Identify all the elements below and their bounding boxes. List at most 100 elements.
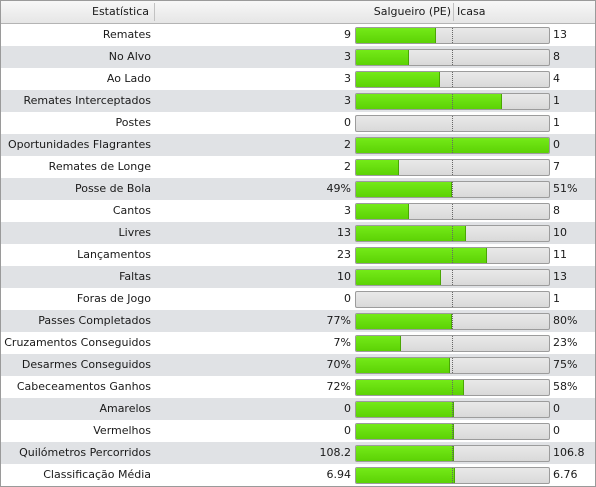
home-share-fill: [356, 380, 464, 395]
home-share-fill: [356, 336, 402, 351]
comparison-bar: [355, 269, 550, 286]
comparison-bar: [355, 423, 550, 440]
stat-label: Foras de Jogo: [76, 292, 151, 305]
away-value: 7: [553, 160, 560, 173]
stat-label: Remates: [102, 28, 151, 41]
column-header-away[interactable]: Icasa: [457, 5, 486, 18]
midpoint-marker: [452, 270, 453, 285]
home-value: 2: [344, 160, 351, 173]
away-value: 23%: [553, 336, 578, 349]
midpoint-marker: [452, 336, 453, 351]
away-value: 58%: [553, 380, 578, 393]
away-value: 0: [553, 424, 560, 437]
stat-label: Oportunidades Flagrantes: [7, 138, 151, 151]
home-share-fill: [356, 248, 488, 263]
home-share-fill: [356, 72, 440, 87]
table-row: Remates 9 13: [1, 24, 595, 46]
home-value: 7%: [333, 336, 351, 349]
comparison-bar: [355, 159, 550, 176]
midpoint-marker: [452, 72, 453, 87]
home-share-fill: [356, 358, 451, 373]
away-value: 80%: [553, 314, 578, 327]
table-row: Classificação Média 6.94 6.76: [1, 464, 595, 486]
away-value: 51%: [553, 182, 578, 195]
away-value: 75%: [553, 358, 578, 371]
home-value: 70%: [326, 358, 351, 371]
stat-label: Lançamentos: [77, 248, 151, 261]
home-value: 108.2: [319, 446, 352, 459]
away-value: 10: [553, 226, 567, 239]
table-row: Faltas 10 13: [1, 266, 595, 288]
comparison-bar: [355, 357, 550, 374]
home-share-fill: [356, 28, 437, 43]
comparison-bar: [355, 49, 550, 66]
table-row: Postes 0 1: [1, 112, 595, 134]
comparison-bar: [355, 247, 550, 264]
table-row: Lançamentos 23 11: [1, 244, 595, 266]
home-share-fill: [356, 468, 455, 483]
stat-label: Passes Completados: [38, 314, 151, 327]
table-row: Cabeceamentos Ganhos 72% 58%: [1, 376, 595, 398]
home-value: 3: [344, 204, 351, 217]
column-header-stat[interactable]: Estatística: [92, 5, 149, 18]
column-separator[interactable]: [453, 3, 454, 21]
home-value: 0: [344, 116, 351, 129]
away-value: 1: [553, 94, 560, 107]
away-value: 0: [553, 402, 560, 415]
table-header: Estatística Salgueiro (PE) Icasa: [1, 1, 595, 24]
stat-label: Ao Lado: [106, 72, 151, 85]
stat-label: Remates Interceptados: [23, 94, 151, 107]
table-row: Foras de Jogo 0 1: [1, 288, 595, 310]
home-share-fill: [356, 226, 467, 241]
table-row: No Alvo 3 8: [1, 46, 595, 68]
home-value: 72%: [326, 380, 351, 393]
home-value: 3: [344, 94, 351, 107]
table-row: Vermelhos 0 0: [1, 420, 595, 442]
midpoint-marker: [452, 28, 453, 43]
away-value: 0: [553, 138, 560, 151]
table-row: Cantos 3 8: [1, 200, 595, 222]
away-value: 6.76: [553, 468, 578, 481]
midpoint-marker: [452, 226, 453, 241]
comparison-bar: [355, 203, 550, 220]
midpoint-marker: [452, 138, 453, 153]
comparison-bar: [355, 181, 550, 198]
home-value: 0: [344, 292, 351, 305]
midpoint-marker: [452, 446, 453, 461]
midpoint-marker: [452, 50, 453, 65]
stat-label: No Alvo: [108, 50, 151, 63]
midpoint-marker: [452, 248, 453, 263]
midpoint-marker: [452, 314, 453, 329]
table-row: Remates de Longe 2 7: [1, 156, 595, 178]
stat-label: Cruzamentos Conseguidos: [4, 336, 151, 349]
column-separator[interactable]: [154, 3, 155, 21]
away-value: 106.8: [553, 446, 585, 459]
away-value: 1: [553, 292, 560, 305]
table-row: Remates Interceptados 3 1: [1, 90, 595, 112]
midpoint-marker: [452, 402, 453, 417]
table-row: Desarmes Conseguidos 70% 75%: [1, 354, 595, 376]
table-row: Livres 13 10: [1, 222, 595, 244]
away-value: 1: [553, 116, 560, 129]
midpoint-marker: [452, 182, 453, 197]
table-row: Quilómetros Percorridos 108.2 106.8: [1, 442, 595, 464]
midpoint-marker: [452, 160, 453, 175]
away-value: 11: [553, 248, 567, 261]
comparison-bar: [355, 379, 550, 396]
home-value: 0: [344, 402, 351, 415]
table-row: Cruzamentos Conseguidos 7% 23%: [1, 332, 595, 354]
midpoint-marker: [452, 204, 453, 219]
midpoint-marker: [452, 358, 453, 373]
comparison-bar: [355, 445, 550, 462]
midpoint-marker: [452, 380, 453, 395]
home-value: 3: [344, 72, 351, 85]
home-value: 13: [337, 226, 351, 239]
column-header-home[interactable]: Salgueiro (PE): [373, 5, 451, 18]
home-value: 0: [344, 424, 351, 437]
home-share-fill: [356, 204, 410, 219]
stat-label: Desarmes Conseguidos: [21, 358, 151, 371]
away-value: 8: [553, 50, 560, 63]
home-share-fill: [356, 160, 400, 175]
home-value: 6.94: [326, 468, 352, 481]
